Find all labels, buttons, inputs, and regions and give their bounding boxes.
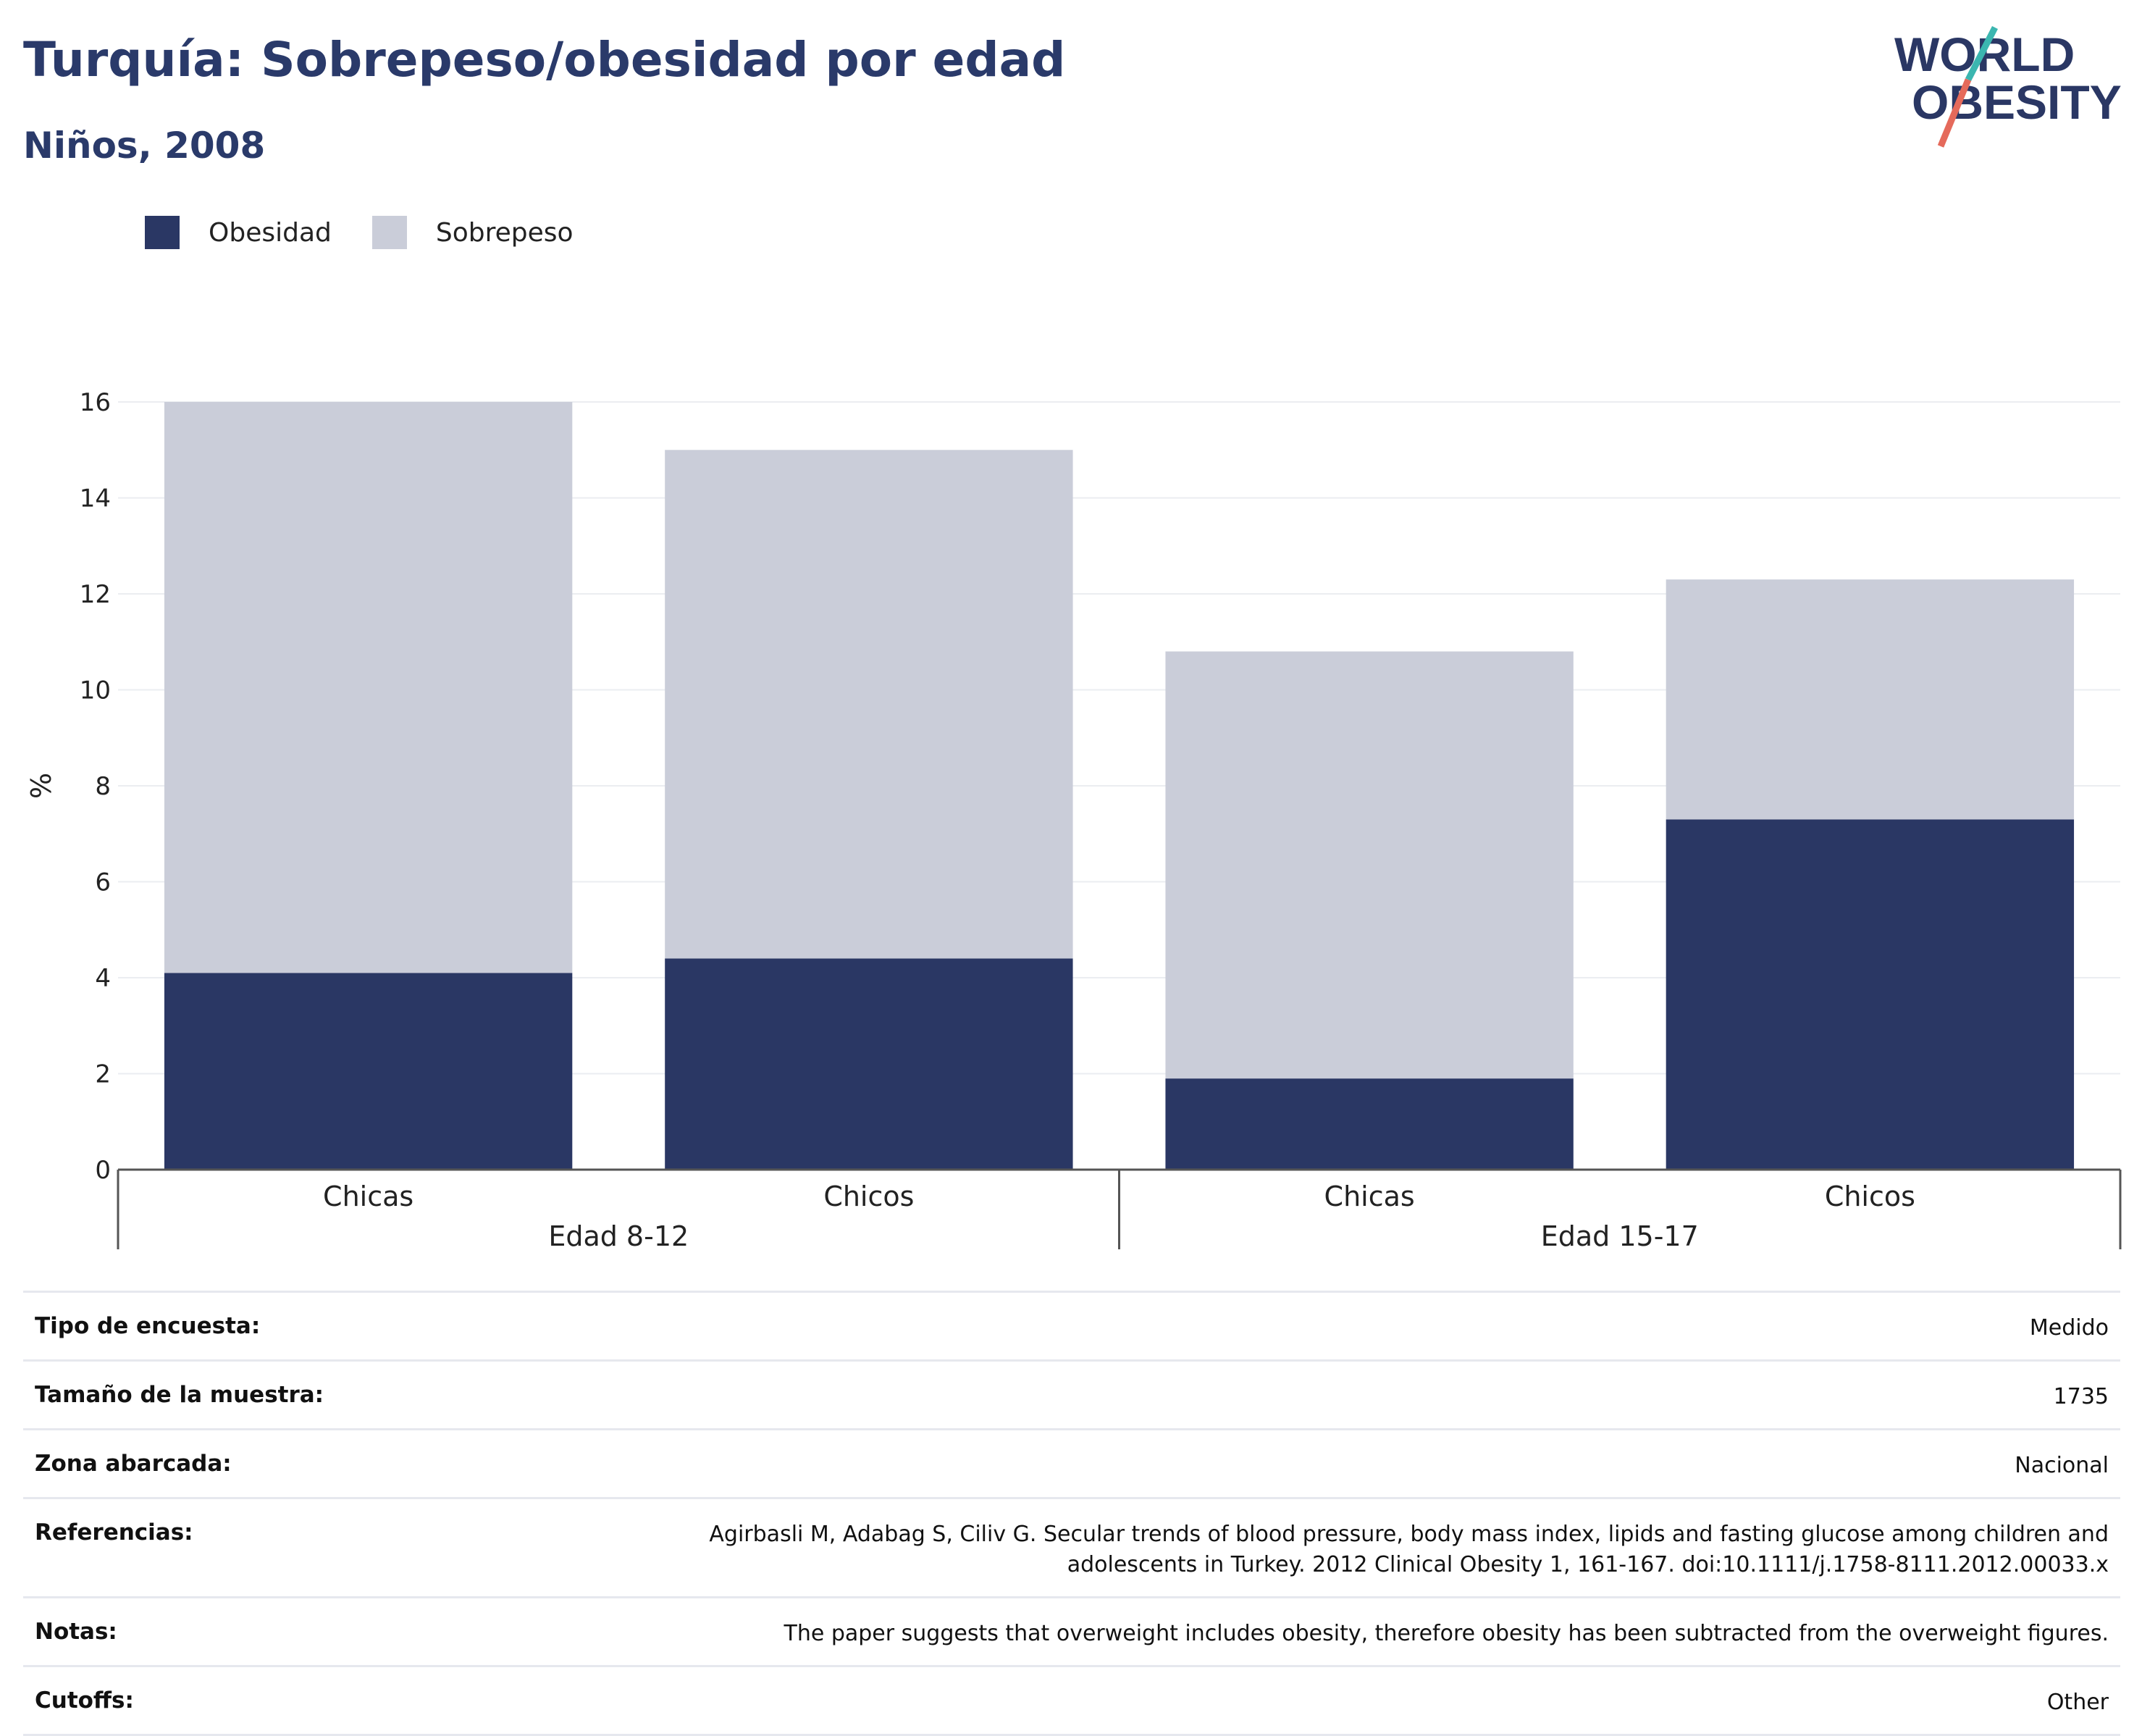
y-tick-label: 10 bbox=[80, 676, 111, 705]
bar-obesidad-2 bbox=[1165, 1078, 1574, 1170]
bar-sobrepeso-0 bbox=[164, 402, 573, 973]
bar-sobrepeso-3 bbox=[1666, 579, 2075, 820]
legend-swatch-obesidad bbox=[145, 216, 180, 249]
details-label: Notas: bbox=[35, 1619, 117, 1645]
x-group-label: Edad 8-12 bbox=[548, 1220, 689, 1252]
legend-item-sobrepeso[interactable]: Sobrepeso bbox=[371, 216, 574, 249]
logo-line2: OBESITY bbox=[1912, 75, 2122, 129]
stacked-bar-chart: 0 2 4 6 8 10 12 14 16% Chicas Chicos Chicas Chicos Ed… bbox=[25, 388, 2122, 1252]
details-value: Other bbox=[2046, 1690, 2109, 1715]
details-row-cutoffs: Cutoffs: Other bbox=[23, 1665, 2120, 1736]
details-label: Referencias: bbox=[35, 1519, 193, 1546]
y-axis-label: % bbox=[25, 773, 57, 799]
details-row-sample-size: Tamaño de la muestra: 1735 bbox=[23, 1359, 2120, 1428]
logo-slash-coral bbox=[1937, 78, 1972, 148]
page-subtitle: Niños, 2008 bbox=[23, 125, 266, 167]
x-tick-label: Chicas bbox=[1324, 1181, 1415, 1212]
details-value: The paper suggests that overweight inclu… bbox=[784, 1621, 2109, 1646]
world-obesity-logo: WORLD OBESITY bbox=[1894, 25, 2122, 148]
details-value: 1735 bbox=[2053, 1384, 2109, 1409]
y-tick-label: 2 bbox=[95, 1060, 111, 1089]
y-tick-label: 4 bbox=[95, 964, 111, 993]
y-tick-label: 8 bbox=[95, 772, 111, 801]
bar-obesidad-0 bbox=[164, 973, 573, 1170]
bar-obesidad-1 bbox=[665, 958, 1073, 1170]
bar-obesidad-3 bbox=[1666, 819, 2075, 1170]
x-group-label: Edad 15-17 bbox=[1541, 1220, 1699, 1252]
details-row-survey-type: Tipo de encuesta: Medido bbox=[23, 1291, 2120, 1359]
legend-swatch-sobrepeso bbox=[371, 216, 407, 249]
details-value: Medido bbox=[2029, 1315, 2109, 1341]
y-tick-label: 6 bbox=[95, 868, 111, 897]
details-table: Tipo de encuesta: Medido Tamaño de la mu… bbox=[23, 1291, 2120, 1736]
bar-sobrepeso-1 bbox=[665, 450, 1073, 959]
y-tick-label: 12 bbox=[80, 580, 111, 609]
legend-item-obesidad[interactable]: Obesidad bbox=[145, 216, 332, 249]
details-label: Cutoffs: bbox=[35, 1687, 134, 1714]
page-title: Turquía: Sobrepeso/obesidad por edad bbox=[23, 32, 1066, 88]
y-tick-label: 16 bbox=[80, 388, 111, 417]
legend-label-obesidad: Obesidad bbox=[209, 217, 332, 248]
details-row-notes: Notas: The paper suggests that overweigh… bbox=[23, 1596, 2120, 1665]
y-tick-label: 14 bbox=[80, 485, 111, 513]
x-tick-label: Chicas bbox=[323, 1181, 413, 1212]
details-label: Tipo de encuesta: bbox=[35, 1313, 261, 1339]
y-tick-label: 0 bbox=[95, 1156, 111, 1185]
x-tick-label: Chicos bbox=[1825, 1181, 1915, 1212]
details-value: Agirbasli M, Adabag S, Ciliv G. Secular … bbox=[709, 1522, 2109, 1577]
bar-sobrepeso-2 bbox=[1165, 651, 1574, 1079]
details-label: Zona abarcada: bbox=[35, 1451, 232, 1477]
details-value: Nacional bbox=[2015, 1453, 2109, 1478]
logo-slash-teal bbox=[1965, 25, 1999, 82]
x-tick-label: Chicos bbox=[823, 1181, 914, 1212]
details-row-area: Zona abarcada: Nacional bbox=[23, 1428, 2120, 1497]
chart-legend: Obesidad Sobrepeso bbox=[145, 216, 614, 249]
details-label: Tamaño de la muestra: bbox=[35, 1382, 324, 1408]
details-row-references: Referencias: Agirbasli M, Adabag S, Cili… bbox=[23, 1497, 2120, 1596]
legend-label-sobrepeso: Sobrepeso bbox=[435, 217, 574, 248]
